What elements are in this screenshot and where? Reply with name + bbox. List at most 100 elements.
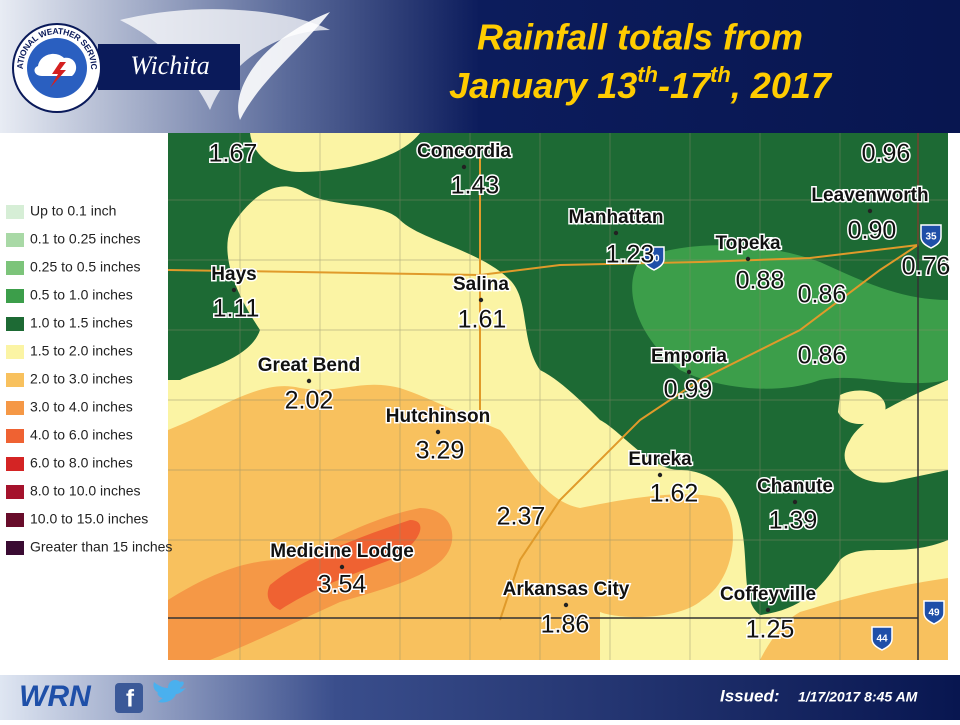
city-name: Topeka bbox=[715, 233, 781, 254]
nws-cloud bbox=[34, 53, 77, 76]
city-name: Emporia bbox=[651, 346, 727, 367]
rain-total: 1.11 bbox=[213, 295, 260, 323]
city-dot bbox=[231, 287, 237, 293]
rain-total: 0.99 bbox=[664, 376, 713, 404]
legend-label: 0.5 to 1.0 inches bbox=[30, 287, 133, 303]
footer bbox=[0, 675, 960, 720]
legend-label: 8.0 to 10.0 inches bbox=[30, 483, 141, 499]
city-dot bbox=[745, 256, 751, 262]
legend-swatch bbox=[6, 401, 24, 415]
city-name: Arkansas City bbox=[503, 579, 630, 600]
legend-swatch bbox=[6, 373, 24, 387]
city-dot bbox=[657, 472, 663, 478]
county-lines bbox=[168, 133, 948, 660]
shield bbox=[643, 246, 665, 271]
legend-label: 10.0 to 15.0 inches bbox=[30, 511, 148, 527]
rain-total: 2.37 bbox=[497, 503, 546, 531]
legend-swatch bbox=[6, 345, 24, 359]
city-name: Leavenworth bbox=[811, 185, 928, 206]
city-dot bbox=[686, 369, 692, 375]
rain-total: 1.23 bbox=[606, 241, 655, 269]
city-dot bbox=[792, 499, 798, 505]
legend-label: 1.0 to 1.5 inches bbox=[30, 315, 133, 331]
rain-total: 1.62 bbox=[650, 480, 699, 508]
rain-1-5-2 bbox=[250, 133, 420, 172]
map bbox=[167, 133, 948, 660]
city-dot bbox=[613, 230, 619, 236]
issued-label: Issued: bbox=[720, 686, 780, 705]
swoosh bbox=[238, 12, 330, 120]
rain-total: 0.88 bbox=[736, 267, 785, 295]
city-name: Manhattan bbox=[569, 207, 664, 228]
rain-total: 1.67 bbox=[209, 140, 258, 168]
city-dot bbox=[867, 208, 873, 214]
highway bbox=[167, 244, 919, 277]
legend-label: 3.0 to 4.0 inches bbox=[30, 399, 133, 415]
shield-number: 35 bbox=[925, 232, 937, 243]
city-dot bbox=[461, 164, 467, 170]
city-dot bbox=[563, 602, 569, 608]
legend-swatch bbox=[6, 205, 24, 219]
city-name: Salina bbox=[453, 274, 509, 295]
city-name: Hutchinson bbox=[386, 406, 491, 427]
city-name: Great Bend bbox=[258, 355, 360, 376]
rain-total: 3.29 bbox=[416, 437, 465, 465]
legend-label: 1.5 to 2.0 inches bbox=[30, 343, 133, 359]
shield bbox=[920, 224, 942, 249]
twitter-icon bbox=[153, 680, 186, 703]
state-border bbox=[168, 133, 919, 660]
highway bbox=[499, 133, 919, 621]
rain-total: 2.02 bbox=[285, 387, 334, 415]
legend-swatch bbox=[6, 513, 24, 527]
rain-4-6 bbox=[267, 520, 421, 610]
legend-label: 6.0 to 8.0 inches bbox=[30, 455, 133, 471]
shield-number: 49 bbox=[928, 608, 940, 619]
legend-swatch bbox=[6, 289, 24, 303]
legend-label: 2.0 to 3.0 inches bbox=[30, 371, 133, 387]
rain-total: 1.86 bbox=[541, 611, 590, 639]
legend-swatch bbox=[6, 485, 24, 499]
rain-1-5-2 bbox=[838, 390, 886, 424]
city-name: Hays bbox=[211, 264, 256, 285]
city-dot bbox=[478, 297, 484, 303]
legend: Up to 0.1 inch 0.1 to 0.25 inches 0.25 to … bbox=[6, 203, 172, 555]
wrn-logo: WRN bbox=[19, 680, 92, 713]
rain-2-3 bbox=[760, 578, 948, 660]
city-dot bbox=[765, 607, 771, 613]
city-name: Coffeyville bbox=[720, 584, 816, 605]
legend-label: 0.1 to 0.25 inches bbox=[30, 231, 141, 247]
legend-swatch bbox=[6, 457, 24, 471]
facebook-f: f bbox=[126, 685, 135, 712]
rain-0-5-1 bbox=[632, 245, 948, 389]
rain-total: 0.90 bbox=[848, 217, 897, 245]
legend-swatch bbox=[6, 233, 24, 247]
rain-total: 0.76 bbox=[902, 253, 951, 281]
legend-label: Up to 0.1 inch bbox=[30, 203, 116, 219]
rain-total: 1.61 bbox=[458, 306, 507, 334]
city-name: Medicine Lodge bbox=[270, 541, 414, 562]
shields: 70 35 44 49 bbox=[643, 224, 945, 651]
city-dot bbox=[339, 564, 345, 570]
rain-total: 0.86 bbox=[798, 342, 847, 370]
rain-total: 0.86 bbox=[798, 281, 847, 309]
office-name: Wichita bbox=[130, 51, 209, 80]
shield bbox=[923, 600, 945, 625]
title-line-1: Rainfall totals from bbox=[477, 17, 803, 58]
rain-total: 1.43 bbox=[451, 172, 500, 200]
shield-number: 44 bbox=[876, 634, 888, 645]
legend-label: Greater than 15 inches bbox=[30, 539, 172, 555]
rain-total: 1.39 bbox=[769, 507, 818, 535]
legend-swatch bbox=[6, 317, 24, 331]
rain-total: 3.54 bbox=[318, 571, 367, 599]
facebook-icon bbox=[115, 683, 143, 713]
rain-total: 0.96 bbox=[862, 140, 911, 168]
shield bbox=[871, 626, 893, 651]
city-name: Eureka bbox=[628, 449, 692, 470]
city-dot bbox=[306, 378, 312, 384]
legend-swatch bbox=[6, 541, 24, 555]
nws-bolt bbox=[50, 62, 66, 88]
legend-swatch bbox=[6, 429, 24, 443]
office-box bbox=[98, 44, 240, 90]
labels: Concordia 1.43 Manhattan 1.23 Topeka 0.88 Leav… bbox=[207, 138, 952, 645]
